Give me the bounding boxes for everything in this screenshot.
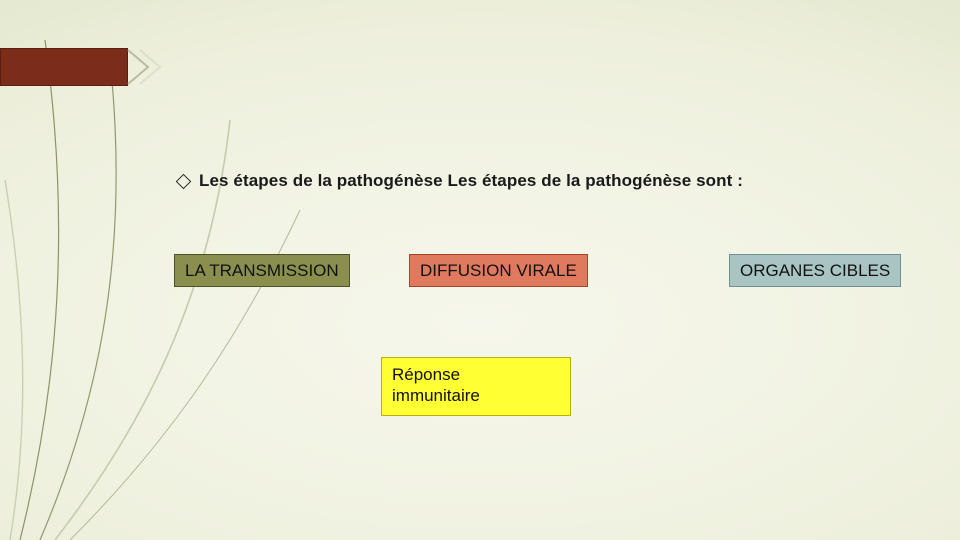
box-diffusion-label: DIFFUSION VIRALE	[420, 261, 577, 280]
header-accent-bar	[0, 48, 128, 86]
diamond-bullet-icon	[176, 174, 192, 190]
box-reponse: Réponseimmunitaire	[381, 357, 571, 416]
box-transmission-label: LA TRANSMISSION	[185, 261, 339, 280]
box-organes: ORGANES CIBLES	[729, 254, 901, 287]
box-organes-label: ORGANES CIBLES	[740, 261, 890, 280]
box-diffusion: DIFFUSION VIRALE	[409, 254, 588, 287]
box-transmission: LA TRANSMISSION	[174, 254, 350, 287]
header-chevron-icon	[126, 48, 166, 86]
bullet-line: Les étapes de la pathogénèse Les étapes …	[178, 171, 743, 191]
box-reponse-label: Réponseimmunitaire	[392, 365, 480, 405]
bullet-text: Les étapes de la pathogénèse Les étapes …	[199, 171, 743, 191]
